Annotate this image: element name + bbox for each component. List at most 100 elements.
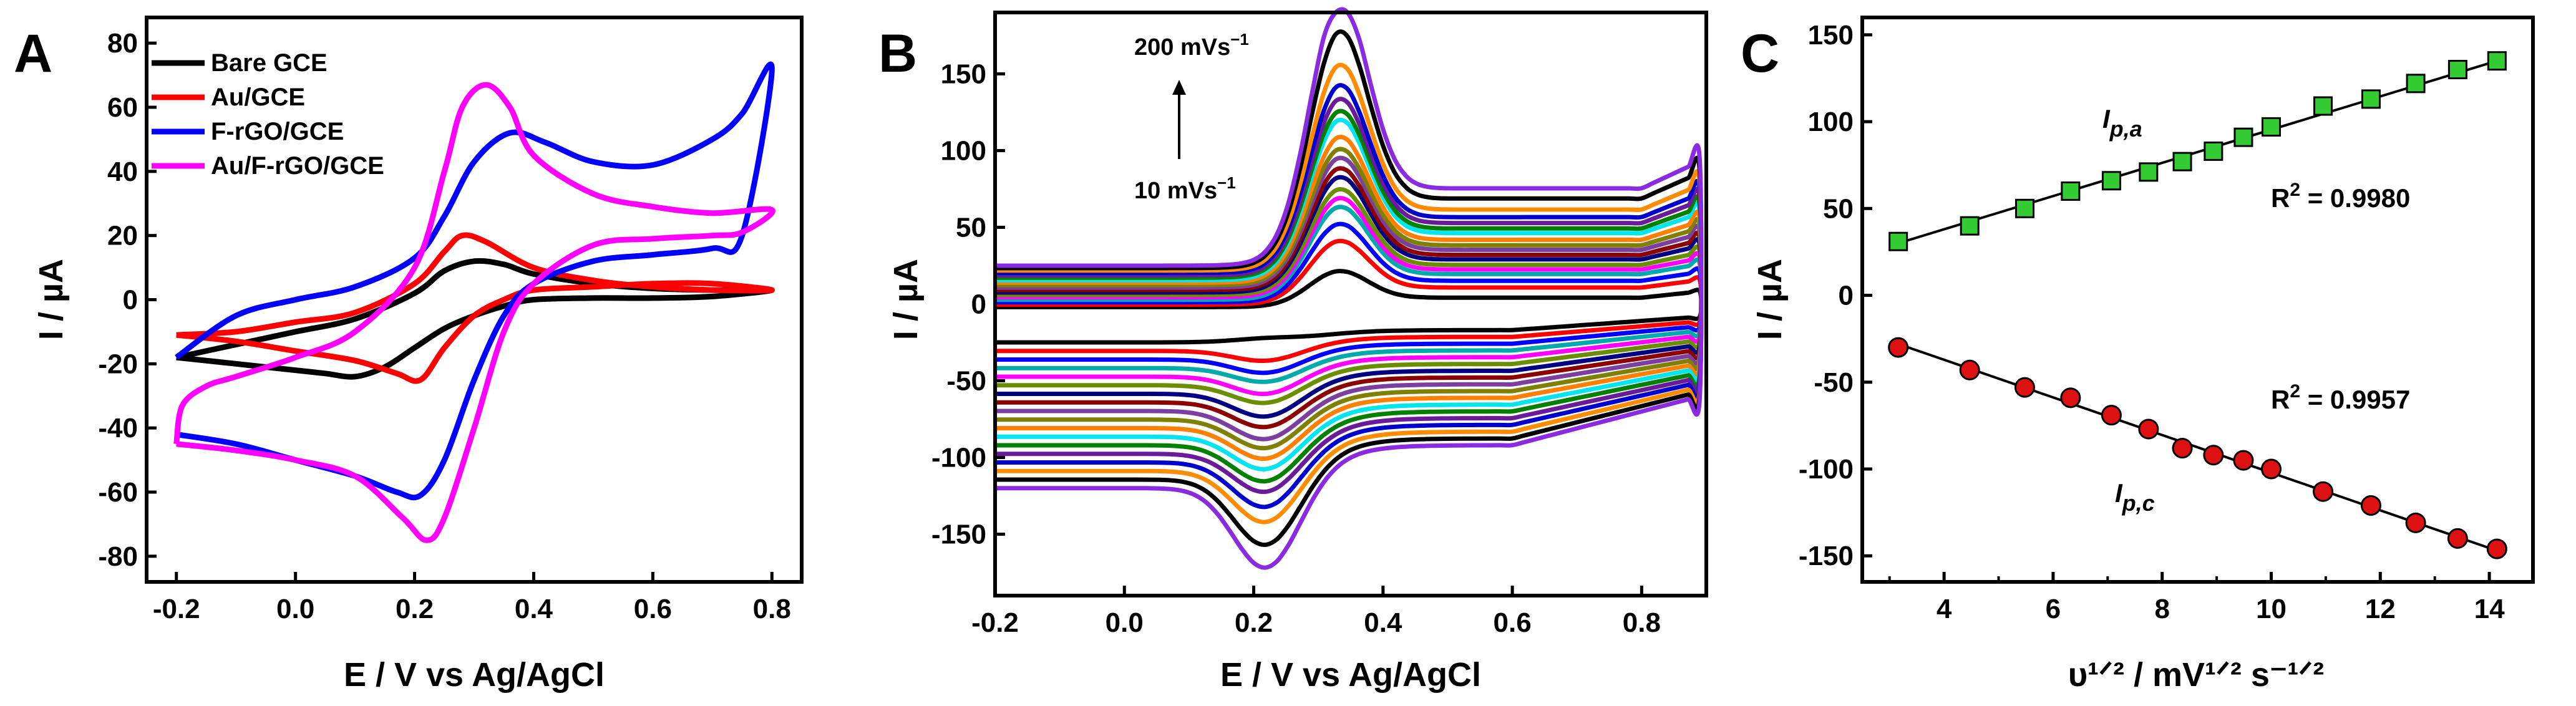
panel-c: C 4 6 8 10 12 14 150 100 50 0 -50 -100 -150 υ¹ᐟ² / m… [1741,16,2535,694]
panel-b-xtick-label: 0.8 [1623,607,1661,638]
panel-c-xtick-label: 10 [2256,594,2287,624]
data-point-anodic [2313,96,2333,116]
panel-c-xtick-label: 4 [1937,594,1952,624]
r2-cathodic-exp: 2 [2290,381,2300,402]
label-ip-a-sub: p,a [2109,116,2142,142]
panel-b-xtick-label: 0.6 [1494,607,1532,638]
annotation-200-mvs-text: 200 mVs [1134,34,1230,60]
data-point-cathodic [1959,359,1980,380]
cv-curve-scan-18 [995,7,1704,570]
panel-c-plot: 4 6 8 10 12 14 150 100 50 0 -50 -100 -150 [1799,20,2507,624]
label-ip-c: Ip,c [2115,478,2155,516]
data-point-anodic [2233,127,2253,147]
panel-a-xtick-label: 0.8 [753,594,791,624]
panel-a-xlabel: E / V vs Ag/AgCl [344,656,605,694]
r2-cathodic-r: R [2271,385,2290,414]
data-point-anodic [2406,74,2426,94]
panel-c-ytick-label: 100 [1808,107,1854,137]
data-point-anodic [2204,141,2224,161]
data-point-anodic [1960,216,1980,236]
data-point-cathodic [2260,458,2282,480]
panel-c-ytick-label: -150 [1799,541,1854,571]
legend-label-au-gce: Au/GCE [211,84,305,111]
annotation-200-mvs: 200 mVs−1 [1134,30,1249,60]
panel-b-xtick-label: 0.0 [1106,607,1144,638]
data-point-cathodic [1888,337,1909,358]
panel-a-ytick-label: 0 [123,285,138,316]
panel-c-ytick-label: -50 [1814,367,1854,398]
panel-c-xtick-label: 8 [2154,594,2169,624]
panel-a-ytick-label: 40 [107,157,138,187]
data-point-cathodic [2101,405,2122,426]
data-point-anodic [2261,117,2281,137]
panel-a-ytick-label: -20 [98,349,138,379]
panel-c-frame [1860,16,2535,584]
panel-c-ytick-label: 50 [1823,193,1854,224]
panel-b-letter: B [878,24,917,84]
panel-b: B -0.2 0.0 0.2 0.4 0.6 0.8 150 100 50 0 -50 -100 -15… [878,7,1708,694]
panel-a-ytick-label: -40 [98,413,138,443]
data-point-cathodic [2405,512,2426,533]
data-point-anodic [2487,51,2507,71]
panel-a-xtick-label: 0.6 [634,594,672,624]
data-point-cathodic [2060,387,2081,409]
data-point-anodic [1888,231,1908,251]
fit-line-anodic [1898,59,2497,244]
data-point-cathodic [2138,418,2159,440]
data-point-anodic [2447,60,2467,80]
panel-b-xtick-label: -0.2 [971,607,1019,638]
cv-curve-f-rgo-gce [175,61,775,501]
data-point-cathodic [2447,528,2468,549]
panel-a-plot: -0.2 0.0 0.2 0.4 0.6 0.8 80 60 40 20 0 -20 -40 -60 -80 [98,28,790,624]
panel-b-ytick-label: 0 [971,289,986,320]
panel-a-ytick-label: 80 [107,28,138,59]
r2-cathodic: R2 = 0.9957 [2271,381,2410,414]
panel-a-letter: A [14,24,52,84]
data-point-anodic [2361,89,2381,109]
fit-line-cathodic [1898,342,2497,552]
panel-a-legend: Bare GCE Au/GCE F-rGO/GCE Au/F-rGO/GCE [152,49,384,180]
panel-c-ylabel: I / µA [1751,259,1789,340]
label-ip-c-sub: p,c [2122,490,2155,516]
annotation-10-mvs-text: 10 mVs [1134,178,1217,204]
cv-curve-au-gce [176,232,775,384]
panel-b-ylabel: I / µA [887,259,925,340]
data-point-cathodic [2014,377,2035,398]
panel-c-xtick-label: 12 [2365,594,2396,624]
panel-b-annotation: 200 mVs−1 10 mVs−1 [1134,30,1249,204]
panel-c-ytick-label: -100 [1799,454,1854,485]
panel-b-ytick-label: -100 [931,443,986,473]
data-point-cathodic [2486,538,2507,559]
panel-a: A -0.2 0.0 0.2 0.4 0.6 0.8806040200-20-40-60-… [14,16,804,694]
panel-b-plot: -0.2 0.0 0.2 0.4 0.6 0.8 150 100 50 0 -50 -100 -150 [931,7,1704,638]
panel-a-frame [145,16,804,584]
data-point-anodic [2015,198,2034,218]
label-ip-a: Ip,a [2102,104,2142,142]
panel-b-ytick-label: -50 [946,366,986,397]
annotation-10-mvs-sup: −1 [1217,173,1236,192]
legend-label-f-rgo-gce: F-rGO/GCE [211,118,344,145]
data-point-cathodic [2233,450,2254,471]
data-point-cathodic [2203,445,2224,466]
legend-label-bare-gce: Bare GCE [211,49,328,77]
data-point-anodic [2172,152,2192,172]
cv-curve-bare-gce [175,258,775,380]
panel-c-xtick-label: 6 [2046,594,2061,624]
panel-a-ytick-label: 20 [107,221,138,251]
annotation-10-mvs: 10 mVs−1 [1134,173,1236,204]
data-point-anodic [2061,181,2081,201]
panel-b-frame [993,11,1708,597]
r2-anodic-exp: 2 [2290,180,2300,200]
data-point-cathodic [2172,438,2193,459]
panel-a-xtick-label: 0.0 [276,594,314,624]
label-ip-a-main: I [2102,104,2111,133]
r2-anodic: R2 = 0.9980 [2271,180,2410,213]
panel-b-xlabel: E / V vs Ag/AgCl [1220,656,1481,694]
panel-c-letter: C [1741,24,1779,84]
panel-a-ytick-label: -80 [98,541,138,572]
panel-b-ytick-label: 100 [941,135,986,166]
panel-a-xtick-label: 0.2 [396,594,434,624]
panel-c-xlabel: υ¹ᐟ² / mV¹ᐟ² s⁻¹ᐟ² [2068,656,2324,694]
panel-a-ytick-label: 60 [107,92,138,123]
